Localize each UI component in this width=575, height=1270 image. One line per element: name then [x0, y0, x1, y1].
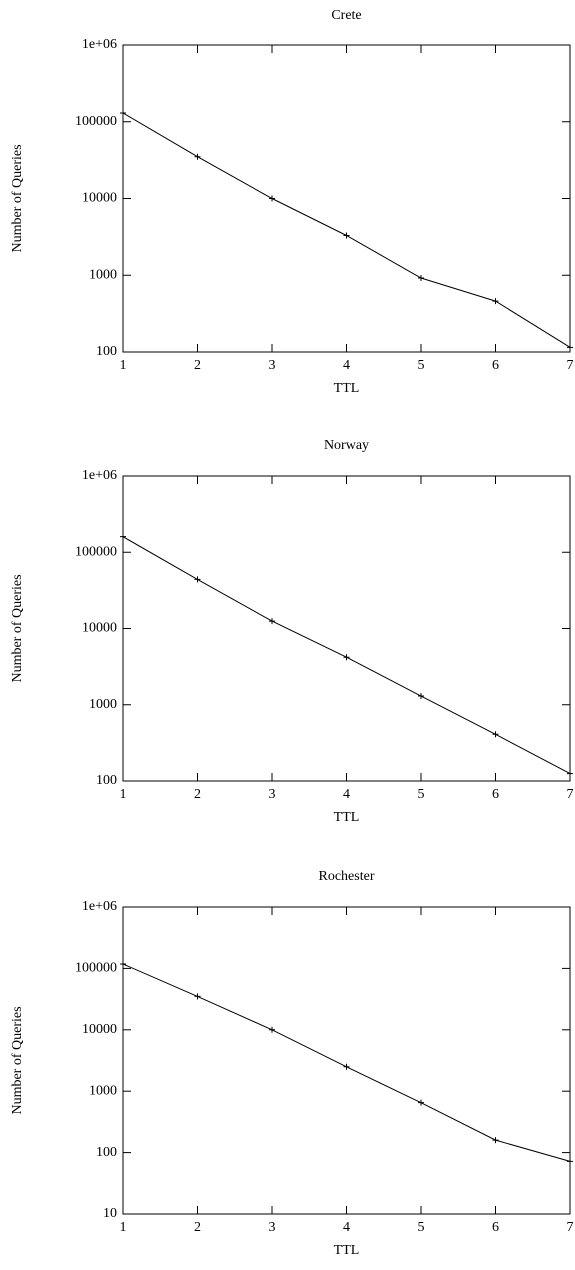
- data-point: [194, 153, 201, 160]
- data-point: [269, 1026, 275, 1033]
- y-axis-label: Number of Queries: [10, 1006, 25, 1114]
- y-tick-label: 100: [96, 344, 117, 359]
- x-tick-label: 3: [269, 787, 276, 802]
- x-tick-label: 3: [269, 1220, 276, 1235]
- x-tick-label: 2: [194, 787, 201, 802]
- data-line: [122, 963, 571, 1162]
- data-point: [418, 275, 424, 282]
- x-tick-label: 4: [343, 787, 350, 802]
- y-tick-label: 1e+06: [82, 37, 117, 52]
- y-tick-label: 1000: [89, 697, 117, 712]
- chart-title: Norway: [324, 438, 369, 453]
- data-point: [567, 1158, 573, 1165]
- x-tick-label: 2: [194, 358, 201, 373]
- data-point: [343, 1063, 350, 1070]
- x-tick-label: 4: [343, 1220, 350, 1235]
- x-tick-label: 6: [492, 1220, 499, 1235]
- data-point: [194, 576, 201, 583]
- x-tick-label: 3: [269, 358, 276, 373]
- y-axis-label: Number of Queries: [10, 144, 25, 252]
- x-tick-label: 7: [567, 358, 574, 373]
- y-tick-label: 10: [103, 1206, 117, 1221]
- data-point: [418, 1099, 424, 1106]
- data-point: [194, 993, 201, 1000]
- x-tick-label: 6: [492, 358, 499, 373]
- y-tick-label: 100000: [75, 544, 117, 559]
- chart-title: Rochester: [319, 869, 375, 884]
- x-tick-label: 7: [567, 1220, 574, 1235]
- y-tick-label: 1e+06: [82, 468, 117, 483]
- data-point: [418, 693, 424, 700]
- y-tick-label: 10000: [82, 1022, 117, 1037]
- data-point: [492, 298, 499, 305]
- y-axis-label: Number of Queries: [10, 574, 25, 682]
- x-tick-label: 2: [194, 1220, 201, 1235]
- y-tick-label: 1e+06: [82, 899, 117, 914]
- data-point: [343, 654, 350, 661]
- plot-frame: [122, 475, 571, 782]
- data-line: [122, 112, 571, 348]
- chart-title: Crete: [331, 8, 361, 23]
- y-tick-label: 1000: [89, 267, 117, 282]
- data-point: [567, 344, 573, 351]
- x-tick-label: 7: [567, 787, 574, 802]
- data-point: [120, 110, 126, 117]
- data-point: [120, 960, 126, 967]
- y-tick-label: 100: [96, 773, 117, 788]
- x-tick-label: 1: [120, 1220, 127, 1235]
- x-tick-label: 5: [418, 787, 425, 802]
- x-tick-label: 6: [492, 787, 499, 802]
- data-point: [120, 533, 126, 540]
- x-tick-label: 5: [418, 358, 425, 373]
- x-tick-label: 1: [120, 787, 127, 802]
- data-point: [492, 731, 499, 738]
- y-tick-label: 1000: [89, 1083, 117, 1098]
- x-axis-label: TTL: [334, 810, 360, 825]
- x-axis-label: TTL: [334, 1243, 360, 1258]
- y-tick-label: 100000: [75, 961, 117, 976]
- y-tick-label: 100: [96, 1145, 117, 1160]
- data-point: [269, 618, 275, 625]
- data-point: [269, 195, 275, 202]
- x-tick-label: 4: [343, 358, 350, 373]
- x-tick-label: 5: [418, 1220, 425, 1235]
- x-axis-label: TTL: [334, 381, 360, 396]
- y-tick-label: 10000: [82, 191, 117, 206]
- data-point: [492, 1137, 499, 1144]
- data-point: [567, 770, 573, 777]
- y-tick-label: 10000: [82, 621, 117, 636]
- data-point: [343, 232, 350, 239]
- x-tick-label: 1: [120, 358, 127, 373]
- y-tick-label: 100000: [75, 114, 117, 129]
- plot-frame: [122, 906, 571, 1215]
